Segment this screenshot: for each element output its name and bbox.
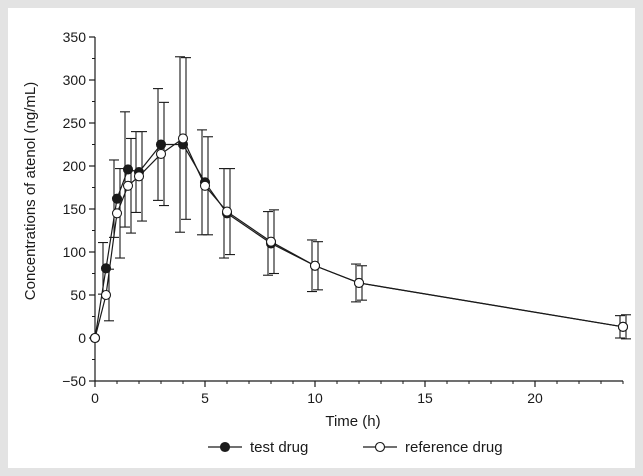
y-tick-label: 100 — [63, 244, 87, 260]
y-tick-label: 300 — [63, 72, 87, 88]
legend-label: reference drug — [405, 439, 503, 456]
x-tick-label: 20 — [527, 390, 543, 406]
y-tick-label: −50 — [62, 373, 86, 389]
series-line — [94, 137, 624, 339]
x-tick-label: 10 — [307, 390, 323, 406]
y-axis-title: Concentrations of atenol (ng/mL) — [22, 82, 39, 300]
data-point — [177, 133, 189, 144]
chart-panel: −50 0 50 100 150 200 250 300 350 0 5 10 15 20 Concent… — [8, 8, 635, 468]
series-reference-drug — [89, 57, 631, 344]
data-point — [89, 332, 101, 344]
data-point — [309, 260, 321, 271]
data-point — [100, 263, 112, 274]
y-tick-label: 250 — [63, 115, 87, 131]
y-tick-label: 350 — [63, 29, 87, 45]
y-tick-label: 0 — [78, 330, 86, 346]
data-point — [265, 236, 277, 247]
legend-marker — [219, 441, 231, 453]
x-tick-label: 15 — [417, 390, 433, 406]
legend: test drug reference drug — [208, 439, 503, 456]
data-point — [100, 289, 112, 301]
data-point — [111, 193, 123, 204]
line-chart: −50 0 50 100 150 200 250 300 350 0 5 10 15 20 Concent… — [22, 29, 631, 456]
x-tick-label: 0 — [91, 390, 99, 406]
data-point — [353, 277, 365, 289]
axes: −50 0 50 100 150 200 250 300 350 0 5 10 15 20 — [62, 29, 624, 406]
legend-marker — [374, 441, 386, 453]
data-point — [111, 208, 123, 219]
data-point — [122, 180, 134, 191]
x-tick-label: 5 — [201, 390, 209, 406]
y-tick-label: 200 — [63, 158, 87, 174]
y-tick-label: 150 — [63, 201, 87, 217]
series-layer — [89, 56, 631, 344]
data-point — [617, 321, 629, 332]
data-point — [133, 171, 145, 182]
y-tick-label: 50 — [70, 287, 86, 303]
x-axis-title: Time (h) — [325, 413, 380, 430]
legend-item: test drug — [208, 439, 308, 456]
data-point — [221, 206, 233, 217]
data-point — [199, 180, 211, 191]
series-line — [94, 143, 624, 339]
legend-item: reference drug — [363, 439, 503, 456]
legend-label: test drug — [250, 439, 308, 456]
data-point — [155, 148, 167, 160]
data-point — [122, 164, 134, 175]
